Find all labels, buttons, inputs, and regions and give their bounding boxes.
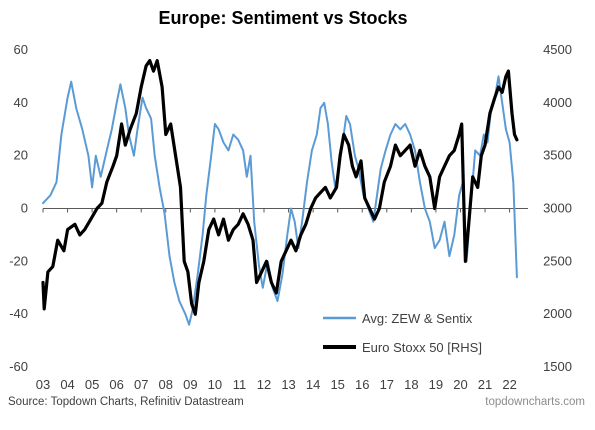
left-axis-ticks: 60 40 20 0 -20 -40 -60 xyxy=(9,42,28,374)
x-tick-label: 03 xyxy=(36,377,50,392)
x-tick-label: 10 xyxy=(208,377,222,392)
legend-label: Euro Stoxx 50 [RHS] xyxy=(362,340,482,355)
x-tick-label: 15 xyxy=(330,377,344,392)
x-tick-label: 05 xyxy=(85,377,99,392)
x-tick-label: 04 xyxy=(60,377,74,392)
left-tick-label: -60 xyxy=(9,359,28,374)
left-tick-label: 0 xyxy=(21,201,28,216)
x-tick-label: 20 xyxy=(453,377,467,392)
right-tick-label: 3000 xyxy=(543,201,572,216)
x-tick-label: 16 xyxy=(355,377,369,392)
chart-title: Europe: Sentiment vs Stocks xyxy=(158,8,407,28)
left-tick-label: -40 xyxy=(9,306,28,321)
right-axis-ticks: 4500 4000 3500 3000 2500 2000 1500 xyxy=(543,42,572,374)
right-tick-label: 4500 xyxy=(543,42,572,57)
left-tick-label: -20 xyxy=(9,253,28,268)
left-tick-label: 40 xyxy=(14,95,28,110)
x-tick-label: 18 xyxy=(404,377,418,392)
series-line-zew-sentix xyxy=(42,75,518,326)
x-tick-label: 06 xyxy=(109,377,123,392)
x-tick-label: 09 xyxy=(183,377,197,392)
right-tick-label: 2000 xyxy=(543,306,572,321)
x-tick-label: 14 xyxy=(306,377,320,392)
left-tick-label: 60 xyxy=(14,42,28,57)
series-layer xyxy=(41,59,519,326)
right-tick-label: 2500 xyxy=(543,253,572,268)
x-axis-ticks: 03 04 05 06 07 08 09 10 11 12 13 14 15 16 17 18 19 20 21 22 xyxy=(36,377,517,392)
right-tick-label: 4000 xyxy=(543,95,572,110)
x-tick-label: 22 xyxy=(502,377,516,392)
x-tick-label: 13 xyxy=(281,377,295,392)
series-line-euro-stoxx-50 xyxy=(41,59,519,316)
zero-line-tick-marks xyxy=(42,208,511,213)
x-tick-label: 17 xyxy=(380,377,394,392)
x-tick-label: 12 xyxy=(257,377,271,392)
right-tick-label: 3500 xyxy=(543,148,572,163)
x-tick-label: 19 xyxy=(429,377,443,392)
legend: Avg: ZEW & Sentix Euro Stoxx 50 [RHS] xyxy=(323,311,482,355)
legend-label: Avg: ZEW & Sentix xyxy=(362,311,473,326)
watermark: topdowncharts.com xyxy=(485,396,585,408)
x-tick-label: 21 xyxy=(478,377,492,392)
x-tick-label: 07 xyxy=(134,377,148,392)
source-note: Source: Topdown Charts, Refinitiv Datast… xyxy=(8,396,244,408)
x-tick-label: 08 xyxy=(159,377,173,392)
left-tick-label: 20 xyxy=(14,148,28,163)
x-tick-label: 11 xyxy=(233,377,247,392)
right-tick-label: 1500 xyxy=(543,359,572,374)
